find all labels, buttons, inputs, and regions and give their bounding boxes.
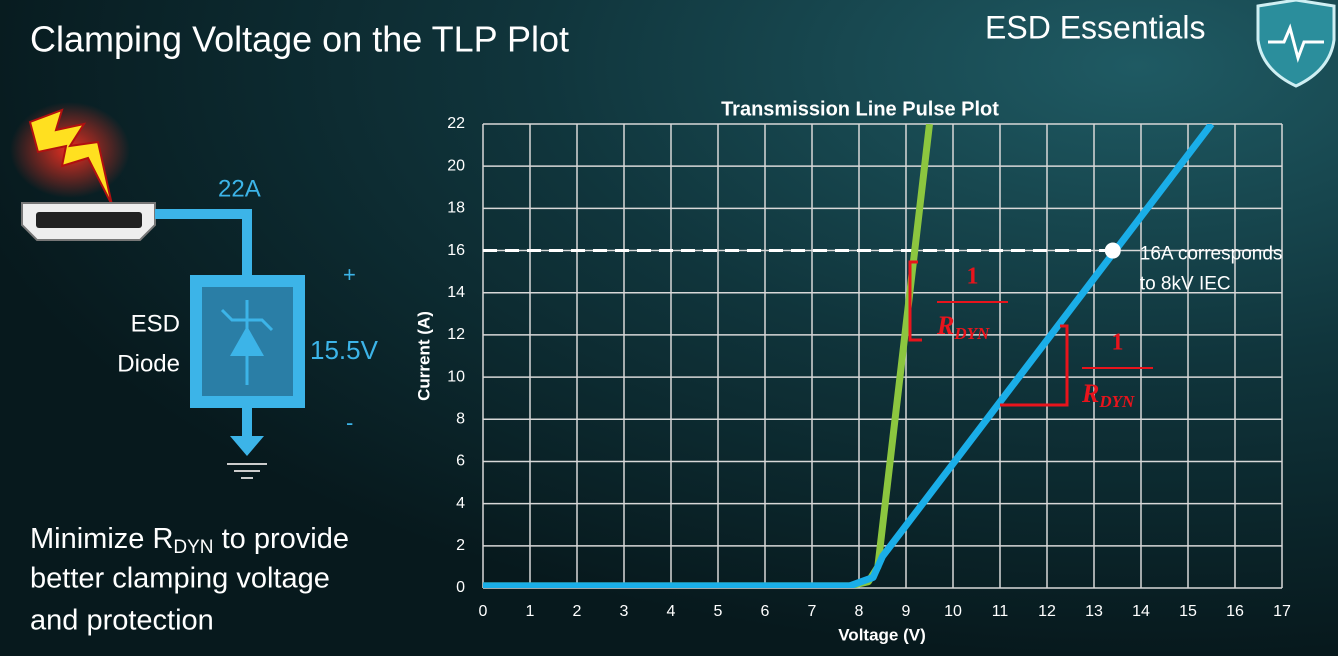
y-axis-label: Current (A) (414, 311, 433, 401)
annotation: 16A corresponds (1140, 244, 1283, 265)
brand-pulse (1268, 23, 1324, 63)
x-tick-label: 8 (855, 603, 864, 620)
y-tick-label: 6 (456, 453, 465, 470)
rdyn-numerator: 1 (967, 264, 979, 290)
x-tick-label: 7 (808, 603, 817, 620)
y-tick-label: 10 (447, 368, 465, 385)
chart-title: Transmission Line Pulse Plot (721, 98, 999, 120)
device-label: ESD (131, 310, 180, 337)
x-tick-label: 14 (1132, 603, 1150, 620)
plot: 0 1 2 3 4 5 6 7 8 9 10 11 12 13 14 15 16 1702468101214161… (447, 115, 1291, 620)
x-tick-label: 12 (1038, 603, 1056, 620)
series-line (483, 124, 1215, 588)
y-tick-label: 16 (447, 242, 465, 259)
connector-pins (36, 212, 142, 228)
y-tick-label: 12 (447, 326, 465, 343)
rdyn-numerator: 1 (1112, 330, 1124, 356)
x-tick-label: 1 (526, 603, 535, 620)
y-tick-label: 20 (447, 157, 465, 174)
minus: - (346, 410, 353, 435)
x-tick-label: 15 (1179, 603, 1197, 620)
x-tick-label: 6 (761, 603, 770, 620)
x-tick-label: 11 (992, 603, 1009, 620)
arrow (230, 436, 264, 456)
rdyn-symbol: R (936, 311, 954, 340)
highlight-point (1104, 242, 1121, 259)
y-tick-label: 0 (456, 579, 465, 596)
annotation: to 8kV IEC (1140, 274, 1231, 295)
series-group (483, 124, 1215, 588)
brand: ESD Essentials (985, 9, 1206, 45)
summary-line: Minimize RDYN to provide (30, 523, 349, 558)
voltage-label: 15.5V (310, 335, 379, 365)
x-axis-label: Voltage (V) (838, 625, 926, 644)
y-tick-label: 4 (456, 495, 465, 512)
summary-text: Minimize R (30, 523, 173, 555)
y-tick-label: 14 (447, 284, 465, 301)
slope-marker (908, 260, 922, 342)
lightning (28, 108, 113, 206)
rdyn-symbol: R (1081, 379, 1099, 408)
x-tick-label: 16 (1226, 603, 1244, 620)
wire (155, 209, 252, 275)
summary-line: better clamping voltage (30, 563, 330, 595)
y-tick-label: 18 (447, 200, 465, 217)
x-tick-label: 4 (667, 603, 676, 620)
x-tick-label: 2 (573, 603, 582, 620)
diode-triangle (230, 326, 264, 356)
rdyn-subscript: DYN (1098, 392, 1135, 411)
x-tick-label: 0 (479, 603, 488, 620)
x-tick-label: 3 (620, 603, 629, 620)
x-tick-label: 10 (944, 603, 962, 620)
y-tick-label: 2 (456, 537, 465, 554)
x-tick-label: 5 (714, 603, 723, 620)
y-tick-label: 8 (456, 410, 465, 427)
brand-shield (1256, 0, 1336, 88)
x-tick-label: 9 (902, 603, 911, 620)
slope-marker (1000, 324, 1069, 407)
x-tick-label: 17 (1273, 603, 1291, 620)
device-label: Diode (117, 350, 180, 377)
ground (227, 463, 267, 479)
summary-line: and protection (30, 605, 214, 637)
x-tick-label: 13 (1085, 603, 1103, 620)
rdyn-denominator: RDYN (936, 311, 990, 343)
plus: + (343, 262, 356, 287)
rdyn-denominator: RDYN (1081, 379, 1135, 411)
rdyn-subscript: DYN (953, 324, 990, 343)
current-label: 22A (218, 175, 261, 202)
y-tick-label: 22 (447, 115, 465, 132)
summary-text: to provide (214, 523, 349, 555)
slide-title: Clamping Voltage on the TLP Plot (30, 19, 569, 60)
summary-subscript: DYN (173, 537, 213, 558)
